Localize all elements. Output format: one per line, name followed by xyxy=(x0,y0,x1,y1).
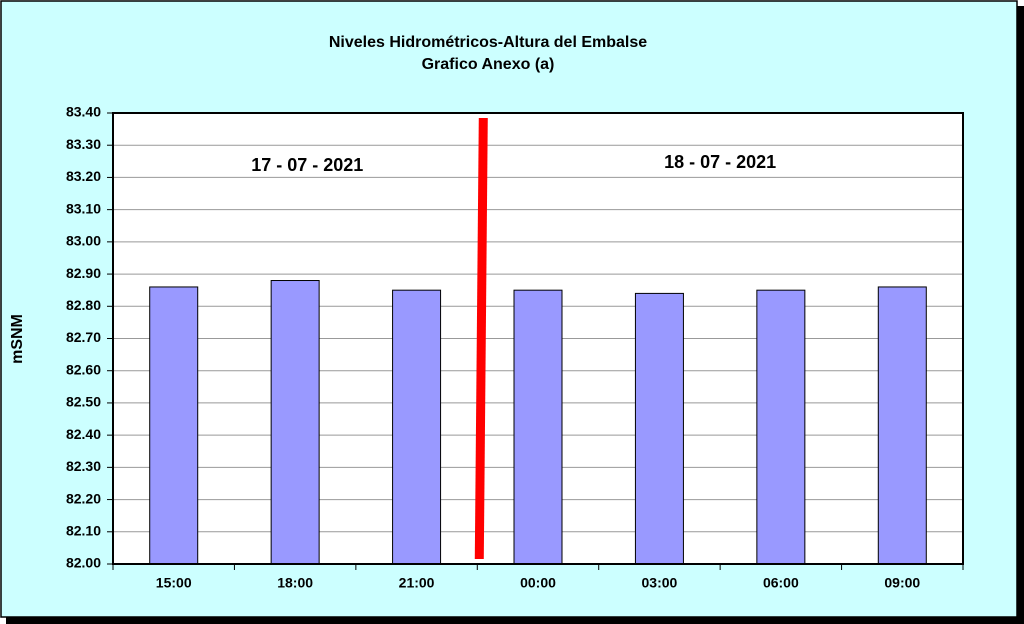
date-divider xyxy=(474,117,488,560)
x-tick-label: 21:00 xyxy=(399,575,435,591)
bar xyxy=(270,280,320,565)
bar xyxy=(392,289,442,565)
bar xyxy=(877,286,927,565)
x-tick-label: 18:00 xyxy=(277,575,313,591)
y-tick-label: 83.00 xyxy=(66,233,101,249)
y-tick-label: 82.80 xyxy=(66,297,101,313)
y-tick-label: 82.00 xyxy=(66,555,101,571)
annotation: 17 - 07 - 2021 xyxy=(251,155,363,175)
y-axis-label: mSNM xyxy=(9,314,26,364)
plot-border xyxy=(112,112,964,565)
y-tick-label: 83.40 xyxy=(66,104,101,120)
x-tick-label: 06:00 xyxy=(763,575,799,591)
bar xyxy=(513,289,563,565)
y-tick-label: 82.20 xyxy=(66,490,101,506)
y-tick-label: 82.50 xyxy=(66,394,101,410)
y-tick-label: 82.70 xyxy=(66,329,101,345)
annotation: 18 - 07 - 2021 xyxy=(664,152,776,172)
y-tick-label: 83.30 xyxy=(66,136,101,152)
y-tick-label: 83.20 xyxy=(66,168,101,184)
y-tick-label: 82.30 xyxy=(66,458,101,474)
x-tick-label: 15:00 xyxy=(156,575,192,591)
chart-title: Niveles Hidrométricos-Altura del Embalse xyxy=(329,34,647,51)
x-tick-label: 00:00 xyxy=(520,575,556,591)
x-tick-label: 03:00 xyxy=(642,575,678,591)
x-tick-label: 09:00 xyxy=(884,575,920,591)
y-tick-label: 82.90 xyxy=(66,265,101,281)
bar xyxy=(634,292,684,565)
chart-subtitle: Grafico Anexo (a) xyxy=(422,56,555,73)
bar xyxy=(756,289,806,565)
y-tick-label: 82.40 xyxy=(66,426,101,442)
y-tick-label: 82.10 xyxy=(66,522,101,538)
y-tick-label: 83.10 xyxy=(66,200,101,216)
bar xyxy=(149,286,199,565)
y-tick-label: 82.60 xyxy=(66,361,101,377)
